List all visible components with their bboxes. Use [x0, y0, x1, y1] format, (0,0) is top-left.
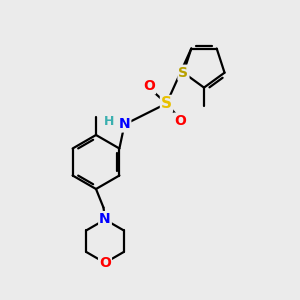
- Text: N: N: [119, 118, 130, 131]
- Text: O: O: [174, 114, 186, 128]
- Text: S: S: [178, 66, 188, 80]
- Text: O: O: [143, 80, 155, 93]
- Text: H: H: [104, 115, 114, 128]
- Text: O: O: [99, 256, 111, 270]
- Text: N: N: [99, 212, 111, 226]
- Text: S: S: [161, 96, 172, 111]
